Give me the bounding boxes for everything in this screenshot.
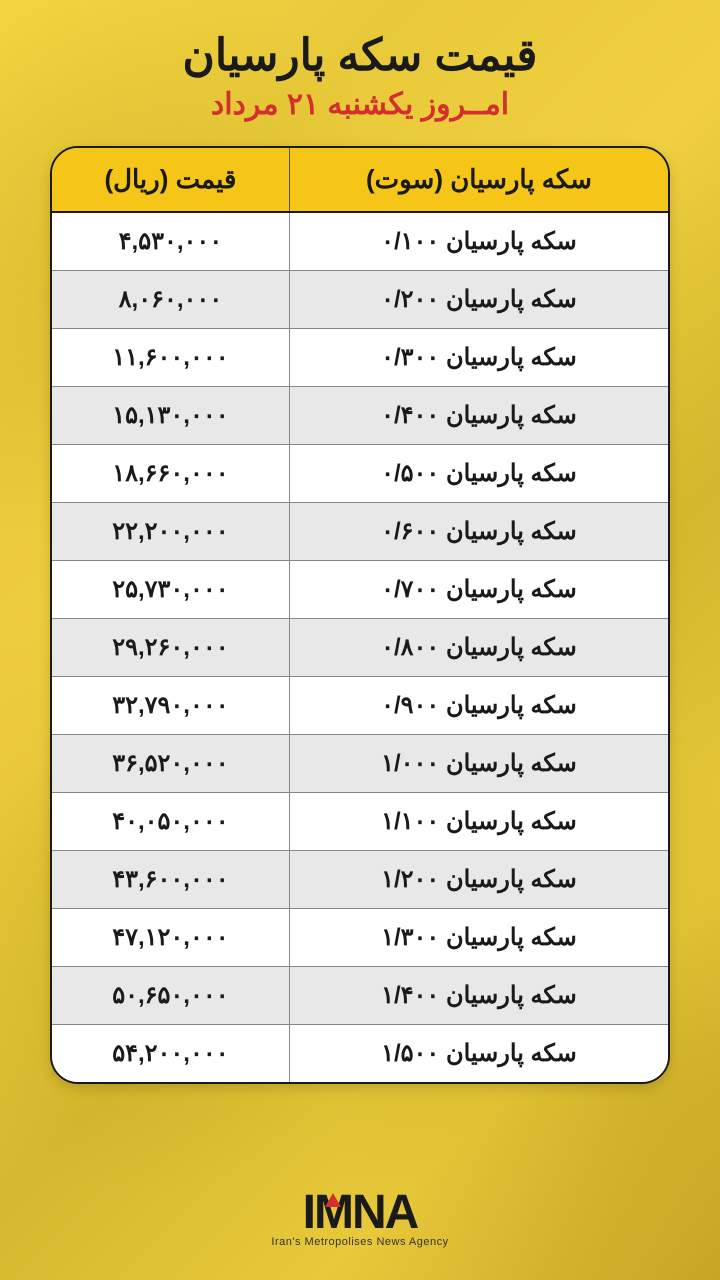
logo-tagline: Iran's Metropolises News Agency: [271, 1236, 448, 1248]
table-row: سکه پارسیان ۰/۷۰۰۲۵,۷۳۰,۰۰۰: [52, 561, 668, 619]
coin-price-cell: ۴,۵۳۰,۰۰۰: [52, 212, 289, 271]
table-row: سکه پارسیان ۰/۳۰۰۱۱,۶۰۰,۰۰۰: [52, 329, 668, 387]
page-subtitle: امــروز یکشنبه ۲۱ مرداد: [211, 87, 509, 122]
coin-name-cell: سکه پارسیان ۰/۵۰۰: [289, 445, 668, 503]
table-row: سکه پارسیان ۰/۲۰۰۸,۰۶۰,۰۰۰: [52, 271, 668, 329]
coin-name-cell: سکه پارسیان ۱/۰۰۰: [289, 735, 668, 793]
table-row: سکه پارسیان ۱/۴۰۰۵۰,۶۵۰,۰۰۰: [52, 967, 668, 1025]
coin-price-cell: ۸,۰۶۰,۰۰۰: [52, 271, 289, 329]
table-row: سکه پارسیان ۰/۹۰۰۳۲,۷۹۰,۰۰۰: [52, 677, 668, 735]
table-row: سکه پارسیان ۱/۰۰۰۳۶,۵۲۰,۰۰۰: [52, 735, 668, 793]
footer: IMNA Iran's Metropolises News Agency: [271, 1185, 448, 1260]
coin-name-cell: سکه پارسیان ۱/۴۰۰: [289, 967, 668, 1025]
price-table-wrapper: سکه پارسیان (سوت) قیمت (ریال) سکه پارسیا…: [50, 146, 670, 1084]
coin-name-cell: سکه پارسیان ۱/۵۰۰: [289, 1025, 668, 1083]
coin-name-cell: سکه پارسیان ۱/۳۰۰: [289, 909, 668, 967]
coin-name-cell: سکه پارسیان ۰/۲۰۰: [289, 271, 668, 329]
coin-price-cell: ۱۱,۶۰۰,۰۰۰: [52, 329, 289, 387]
page-container: قیمت سکه پارسیان امــروز یکشنبه ۲۱ مرداد…: [0, 0, 720, 1280]
coin-price-cell: ۱۸,۶۶۰,۰۰۰: [52, 445, 289, 503]
page-title: قیمت سکه پارسیان: [183, 30, 538, 81]
col-header-name: سکه پارسیان (سوت): [289, 148, 668, 212]
coin-price-cell: ۳۶,۵۲۰,۰۰۰: [52, 735, 289, 793]
table-row: سکه پارسیان ۰/۴۰۰۱۵,۱۳۰,۰۰۰: [52, 387, 668, 445]
coin-price-cell: ۲۹,۲۶۰,۰۰۰: [52, 619, 289, 677]
coin-name-cell: سکه پارسیان ۰/۴۰۰: [289, 387, 668, 445]
table-row: سکه پارسیان ۱/۲۰۰۴۳,۶۰۰,۰۰۰: [52, 851, 668, 909]
coin-price-cell: ۱۵,۱۳۰,۰۰۰: [52, 387, 289, 445]
coin-price-cell: ۴۰,۰۵۰,۰۰۰: [52, 793, 289, 851]
table-row: سکه پارسیان ۰/۶۰۰۲۲,۲۰۰,۰۰۰: [52, 503, 668, 561]
coin-price-cell: ۲۲,۲۰۰,۰۰۰: [52, 503, 289, 561]
logo: IMNA: [303, 1185, 418, 1240]
coin-name-cell: سکه پارسیان ۱/۲۰۰: [289, 851, 668, 909]
coin-price-cell: ۲۵,۷۳۰,۰۰۰: [52, 561, 289, 619]
coin-name-cell: سکه پارسیان ۰/۹۰۰: [289, 677, 668, 735]
logo-letter: N: [352, 1186, 385, 1239]
coin-price-cell: ۴۷,۱۲۰,۰۰۰: [52, 909, 289, 967]
coin-price-cell: ۵۴,۲۰۰,۰۰۰: [52, 1025, 289, 1083]
coin-name-cell: سکه پارسیان ۱/۱۰۰: [289, 793, 668, 851]
coin-price-cell: ۵۰,۶۵۰,۰۰۰: [52, 967, 289, 1025]
coin-name-cell: سکه پارسیان ۰/۸۰۰: [289, 619, 668, 677]
logo-letter-m: M: [314, 1185, 352, 1240]
logo-letter: A: [385, 1186, 418, 1239]
coin-name-cell: سکه پارسیان ۰/۷۰۰: [289, 561, 668, 619]
price-table: سکه پارسیان (سوت) قیمت (ریال) سکه پارسیا…: [52, 148, 668, 1082]
coin-name-cell: سکه پارسیان ۰/۳۰۰: [289, 329, 668, 387]
table-row: سکه پارسیان ۱/۳۰۰۴۷,۱۲۰,۰۰۰: [52, 909, 668, 967]
table-row: سکه پارسیان ۱/۱۰۰۴۰,۰۵۰,۰۰۰: [52, 793, 668, 851]
table-row: سکه پارسیان ۱/۵۰۰۵۴,۲۰۰,۰۰۰: [52, 1025, 668, 1083]
coin-price-cell: ۴۳,۶۰۰,۰۰۰: [52, 851, 289, 909]
col-header-price: قیمت (ریال): [52, 148, 289, 212]
coin-name-cell: سکه پارسیان ۰/۶۰۰: [289, 503, 668, 561]
table-row: سکه پارسیان ۰/۵۰۰۱۸,۶۶۰,۰۰۰: [52, 445, 668, 503]
table-row: سکه پارسیان ۰/۱۰۰۴,۵۳۰,۰۰۰: [52, 212, 668, 271]
coin-price-cell: ۳۲,۷۹۰,۰۰۰: [52, 677, 289, 735]
coin-name-cell: سکه پارسیان ۰/۱۰۰: [289, 212, 668, 271]
logo-letter: I: [303, 1186, 314, 1239]
table-row: سکه پارسیان ۰/۸۰۰۲۹,۲۶۰,۰۰۰: [52, 619, 668, 677]
